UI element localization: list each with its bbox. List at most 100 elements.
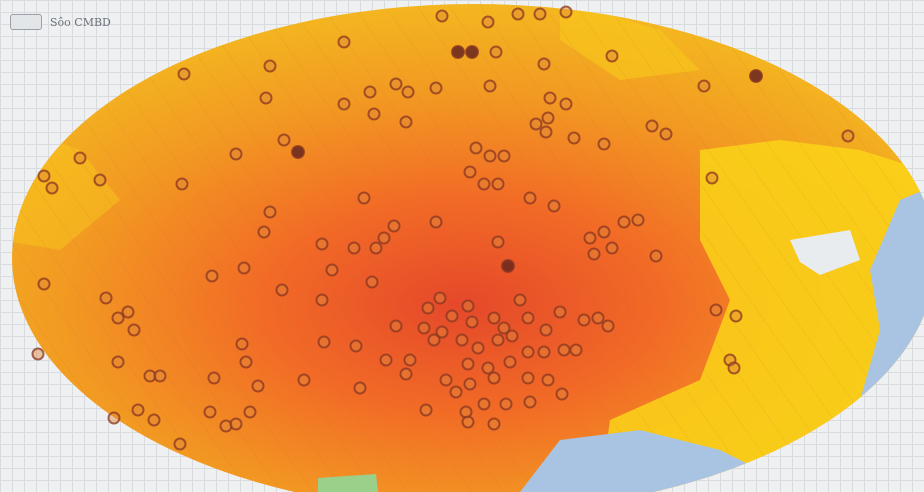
location-marker[interactable] [487, 311, 501, 325]
location-marker[interactable] [451, 45, 465, 59]
location-marker[interactable] [749, 69, 763, 83]
location-marker[interactable] [263, 205, 277, 219]
location-marker[interactable] [147, 413, 161, 427]
location-marker[interactable] [497, 149, 511, 163]
location-marker[interactable] [513, 293, 527, 307]
location-marker[interactable] [505, 329, 519, 343]
location-marker[interactable] [481, 361, 495, 375]
location-marker[interactable] [277, 133, 291, 147]
location-marker[interactable] [127, 323, 141, 337]
location-marker[interactable] [529, 117, 543, 131]
location-marker[interactable] [583, 231, 597, 245]
location-marker[interactable] [659, 127, 673, 141]
location-marker[interactable] [539, 323, 553, 337]
location-marker[interactable] [523, 395, 537, 409]
location-marker[interactable] [469, 141, 483, 155]
location-marker[interactable] [477, 397, 491, 411]
location-marker[interactable] [317, 335, 331, 349]
location-marker[interactable] [367, 107, 381, 121]
location-marker[interactable] [463, 165, 477, 179]
location-marker[interactable] [523, 191, 537, 205]
location-marker[interactable] [291, 145, 305, 159]
location-marker[interactable] [501, 259, 515, 273]
location-marker[interactable] [569, 343, 583, 357]
location-marker[interactable] [131, 403, 145, 417]
location-marker[interactable] [107, 411, 121, 425]
location-marker[interactable] [597, 137, 611, 151]
location-marker[interactable] [257, 225, 271, 239]
location-marker[interactable] [483, 149, 497, 163]
location-marker[interactable] [429, 215, 443, 229]
location-marker[interactable] [465, 315, 479, 329]
location-marker[interactable] [537, 345, 551, 359]
location-marker[interactable] [465, 45, 479, 59]
location-marker[interactable] [203, 405, 217, 419]
location-marker[interactable] [73, 151, 87, 165]
location-marker[interactable] [521, 311, 535, 325]
location-marker[interactable] [205, 269, 219, 283]
location-marker[interactable] [617, 215, 631, 229]
location-marker[interactable] [99, 291, 113, 305]
location-marker[interactable] [461, 415, 475, 429]
location-marker[interactable] [487, 371, 501, 385]
location-marker[interactable] [153, 369, 167, 383]
location-marker[interactable] [463, 377, 477, 391]
location-marker[interactable] [705, 171, 719, 185]
location-marker[interactable] [263, 59, 277, 73]
location-marker[interactable] [547, 199, 561, 213]
location-marker[interactable] [491, 177, 505, 191]
location-marker[interactable] [587, 247, 601, 261]
location-marker[interactable] [349, 339, 363, 353]
location-marker[interactable] [229, 147, 243, 161]
location-marker[interactable] [533, 7, 547, 21]
location-marker[interactable] [401, 85, 415, 99]
location-marker[interactable] [337, 35, 351, 49]
location-marker[interactable] [239, 355, 253, 369]
location-marker[interactable] [399, 115, 413, 129]
location-marker[interactable] [325, 263, 339, 277]
location-marker[interactable] [275, 283, 289, 297]
location-marker[interactable] [37, 277, 51, 291]
location-marker[interactable] [497, 321, 511, 335]
location-marker[interactable] [235, 337, 249, 351]
location-marker[interactable] [379, 353, 393, 367]
location-marker[interactable] [417, 321, 431, 335]
location-marker[interactable] [175, 177, 189, 191]
location-marker[interactable] [389, 77, 403, 91]
location-marker[interactable] [601, 319, 615, 333]
location-marker[interactable] [173, 437, 187, 451]
location-marker[interactable] [455, 333, 469, 347]
location-marker[interactable] [511, 7, 525, 21]
location-marker[interactable] [553, 305, 567, 319]
location-marker[interactable] [727, 361, 741, 375]
location-marker[interactable] [477, 177, 491, 191]
location-marker[interactable] [557, 343, 571, 357]
location-marker[interactable] [389, 319, 403, 333]
location-marker[interactable] [539, 125, 553, 139]
location-marker[interactable] [369, 241, 383, 255]
location-marker[interactable] [337, 97, 351, 111]
location-marker[interactable] [433, 291, 447, 305]
location-marker[interactable] [429, 81, 443, 95]
location-marker[interactable] [421, 301, 435, 315]
location-marker[interactable] [709, 303, 723, 317]
location-marker[interactable] [471, 341, 485, 355]
location-marker[interactable] [445, 309, 459, 323]
location-marker[interactable] [555, 387, 569, 401]
location-marker[interactable] [521, 371, 535, 385]
location-marker[interactable] [419, 403, 433, 417]
location-marker[interactable] [499, 397, 513, 411]
location-marker[interactable] [461, 299, 475, 313]
location-marker[interactable] [399, 367, 413, 381]
location-marker[interactable] [503, 355, 517, 369]
location-marker[interactable] [315, 293, 329, 307]
location-marker[interactable] [403, 353, 417, 367]
location-marker[interactable] [259, 91, 273, 105]
location-marker[interactable] [177, 67, 191, 81]
location-marker[interactable] [353, 381, 367, 395]
location-marker[interactable] [729, 309, 743, 323]
location-marker[interactable] [347, 241, 361, 255]
location-marker[interactable] [605, 49, 619, 63]
location-marker[interactable] [229, 417, 243, 431]
